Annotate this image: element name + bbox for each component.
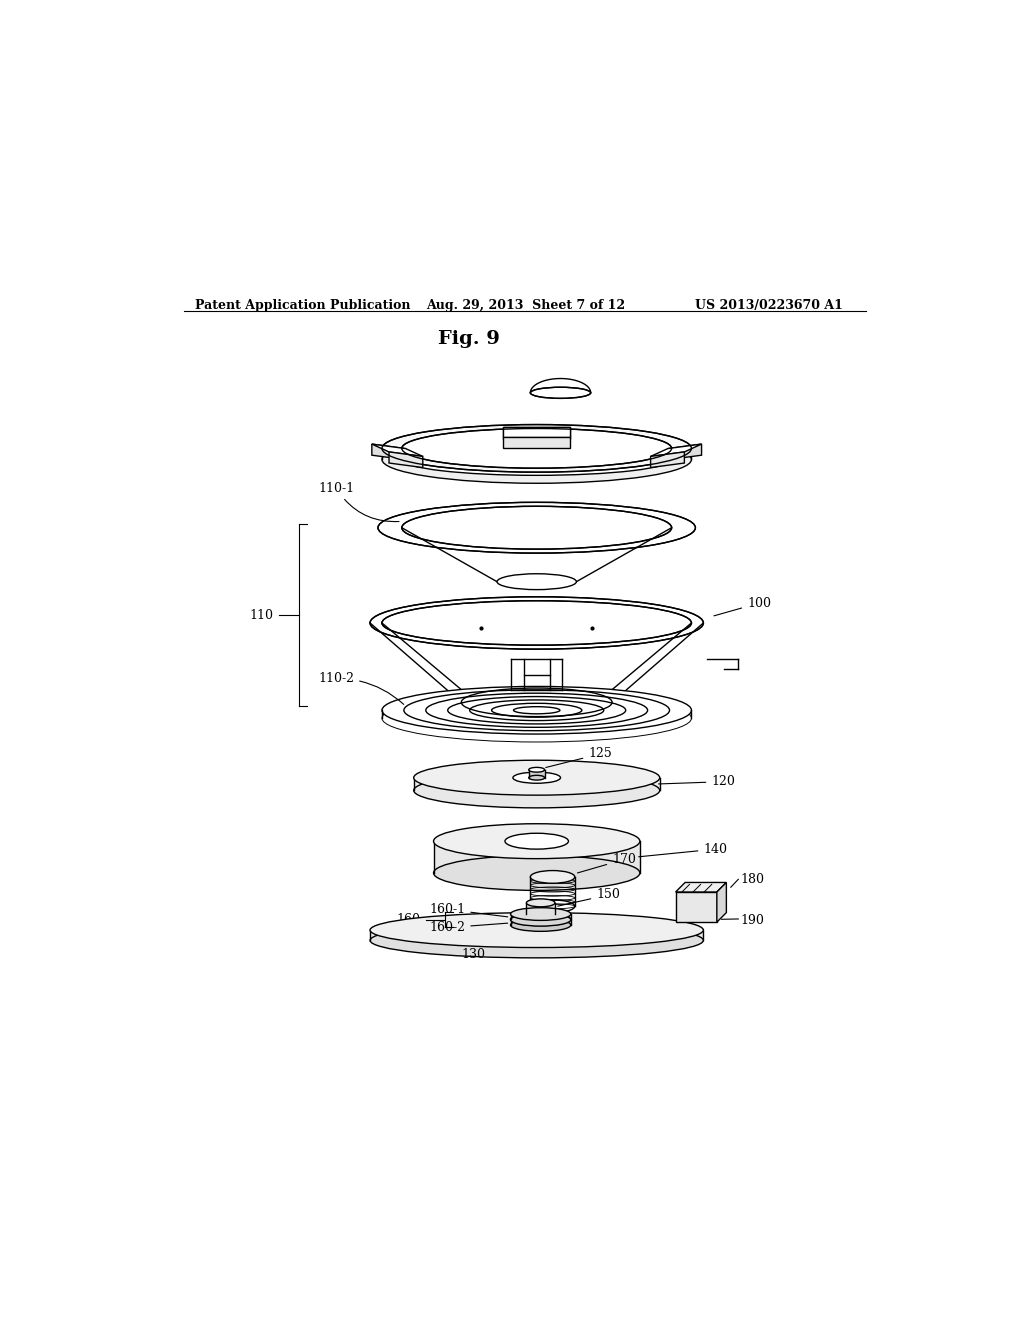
- Ellipse shape: [528, 767, 545, 772]
- Polygon shape: [372, 444, 423, 457]
- Text: 150: 150: [558, 888, 621, 907]
- Text: 160-2: 160-2: [429, 921, 508, 935]
- Polygon shape: [503, 437, 570, 447]
- Text: Fig. 9: Fig. 9: [438, 330, 500, 348]
- Polygon shape: [414, 777, 659, 791]
- Polygon shape: [401, 528, 672, 582]
- Ellipse shape: [526, 909, 555, 917]
- Polygon shape: [676, 883, 726, 892]
- Ellipse shape: [370, 912, 703, 948]
- Polygon shape: [511, 920, 570, 925]
- Text: 190: 190: [740, 913, 765, 927]
- Polygon shape: [503, 428, 570, 438]
- Ellipse shape: [511, 919, 570, 932]
- Ellipse shape: [433, 824, 640, 858]
- Ellipse shape: [414, 760, 659, 795]
- Text: 125: 125: [546, 747, 612, 767]
- Polygon shape: [650, 444, 701, 457]
- Polygon shape: [372, 444, 406, 459]
- Ellipse shape: [530, 387, 591, 399]
- Ellipse shape: [378, 503, 695, 553]
- Text: 160: 160: [396, 913, 420, 927]
- Ellipse shape: [497, 574, 577, 590]
- Polygon shape: [676, 892, 717, 923]
- Text: 120: 120: [658, 775, 735, 788]
- Polygon shape: [503, 428, 570, 437]
- Ellipse shape: [528, 775, 545, 780]
- Ellipse shape: [382, 601, 691, 645]
- Ellipse shape: [433, 855, 640, 891]
- Polygon shape: [511, 913, 570, 919]
- Ellipse shape: [382, 686, 691, 734]
- Text: Patent Application Publication: Patent Application Publication: [196, 300, 411, 312]
- Polygon shape: [433, 841, 640, 873]
- Ellipse shape: [401, 429, 672, 469]
- Polygon shape: [526, 903, 555, 913]
- Polygon shape: [530, 379, 591, 393]
- Ellipse shape: [370, 923, 703, 958]
- Ellipse shape: [530, 871, 574, 883]
- Ellipse shape: [461, 688, 612, 717]
- Ellipse shape: [414, 774, 659, 808]
- Text: 140: 140: [639, 842, 727, 857]
- Ellipse shape: [511, 908, 570, 920]
- Text: 110-2: 110-2: [318, 672, 403, 705]
- Ellipse shape: [382, 425, 691, 473]
- Ellipse shape: [370, 597, 703, 649]
- Text: 180: 180: [740, 873, 765, 886]
- Polygon shape: [370, 931, 703, 940]
- Ellipse shape: [511, 913, 570, 925]
- Text: 170: 170: [578, 853, 636, 873]
- Polygon shape: [650, 451, 684, 467]
- Ellipse shape: [382, 436, 691, 483]
- Ellipse shape: [505, 833, 568, 849]
- Text: 160-1: 160-1: [429, 903, 508, 917]
- Ellipse shape: [513, 772, 560, 783]
- Ellipse shape: [511, 913, 570, 927]
- Polygon shape: [717, 883, 726, 923]
- Ellipse shape: [401, 444, 672, 475]
- Text: 100: 100: [714, 597, 771, 616]
- Text: 110-1: 110-1: [318, 482, 399, 521]
- Text: US 2013/0223670 A1: US 2013/0223670 A1: [695, 300, 844, 312]
- Text: 130: 130: [462, 948, 485, 961]
- Polygon shape: [668, 444, 701, 459]
- Ellipse shape: [401, 507, 672, 549]
- Polygon shape: [389, 451, 423, 467]
- Ellipse shape: [526, 899, 555, 907]
- Text: 110: 110: [249, 609, 273, 622]
- Polygon shape: [528, 770, 545, 777]
- Text: Aug. 29, 2013  Sheet 7 of 12: Aug. 29, 2013 Sheet 7 of 12: [426, 300, 625, 312]
